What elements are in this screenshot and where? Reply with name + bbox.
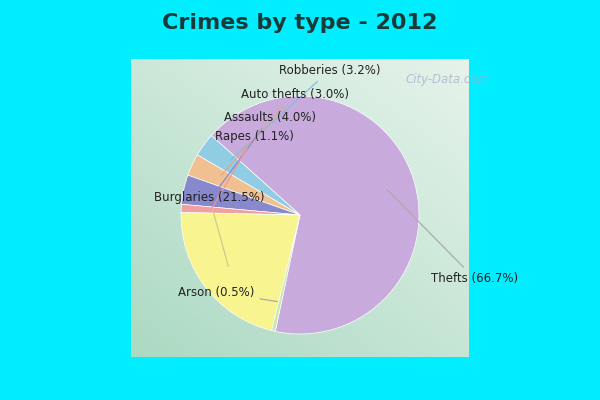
Wedge shape [211, 96, 419, 334]
Text: Thefts (66.7%): Thefts (66.7%) [387, 189, 518, 285]
Text: Crimes by type - 2012: Crimes by type - 2012 [163, 13, 437, 33]
Wedge shape [188, 155, 300, 215]
Text: Burglaries (21.5%): Burglaries (21.5%) [154, 191, 265, 267]
Wedge shape [181, 204, 300, 215]
Text: City-Data.com: City-Data.com [405, 73, 489, 86]
Wedge shape [272, 215, 300, 331]
Text: Robberies (3.2%): Robberies (3.2%) [230, 64, 380, 160]
Text: Assaults (4.0%): Assaults (4.0%) [214, 111, 316, 194]
Text: Auto thefts (3.0%): Auto thefts (3.0%) [221, 88, 349, 175]
Wedge shape [182, 175, 300, 215]
Text: Arson (0.5%): Arson (0.5%) [178, 286, 277, 302]
Wedge shape [181, 212, 300, 330]
Wedge shape [197, 136, 300, 215]
Text: Rapes (1.1%): Rapes (1.1%) [212, 130, 293, 208]
